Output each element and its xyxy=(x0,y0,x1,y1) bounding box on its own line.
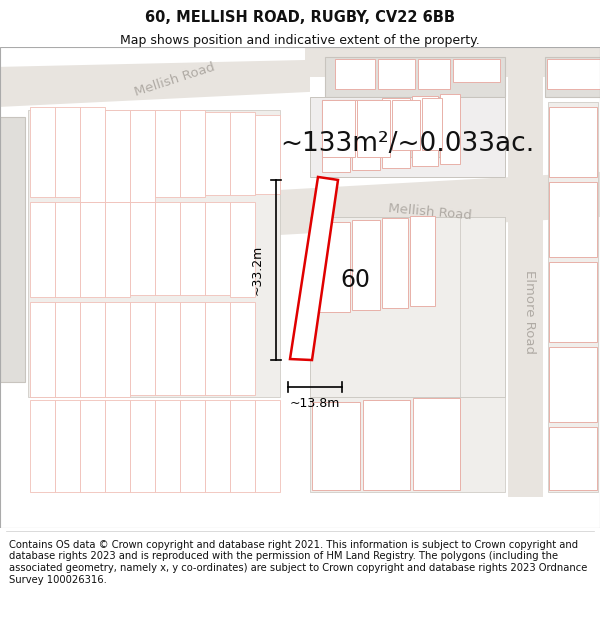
Polygon shape xyxy=(382,98,410,168)
Polygon shape xyxy=(230,112,255,195)
Polygon shape xyxy=(378,59,415,89)
Text: Map shows position and indicative extent of the property.: Map shows position and indicative extent… xyxy=(120,34,480,47)
Text: ~13.8m: ~13.8m xyxy=(290,397,340,410)
Polygon shape xyxy=(363,400,410,490)
Polygon shape xyxy=(549,262,597,342)
Polygon shape xyxy=(155,202,180,295)
Polygon shape xyxy=(392,100,420,150)
Polygon shape xyxy=(130,302,155,395)
Polygon shape xyxy=(155,172,600,242)
Polygon shape xyxy=(0,60,310,107)
Polygon shape xyxy=(30,302,55,397)
Polygon shape xyxy=(55,302,80,397)
Polygon shape xyxy=(105,302,130,397)
Polygon shape xyxy=(310,397,505,492)
Polygon shape xyxy=(255,115,280,194)
Polygon shape xyxy=(55,202,80,297)
Polygon shape xyxy=(460,217,505,397)
Polygon shape xyxy=(418,59,450,89)
Polygon shape xyxy=(548,102,598,492)
Polygon shape xyxy=(180,302,205,395)
Polygon shape xyxy=(155,400,180,492)
Polygon shape xyxy=(352,220,380,310)
Polygon shape xyxy=(205,302,230,395)
Text: ~133m²/~0.033ac.: ~133m²/~0.033ac. xyxy=(280,131,534,157)
Polygon shape xyxy=(230,400,255,492)
Polygon shape xyxy=(80,302,105,397)
Polygon shape xyxy=(205,400,230,492)
Polygon shape xyxy=(55,400,80,492)
Text: Contains OS data © Crown copyright and database right 2021. This information is : Contains OS data © Crown copyright and d… xyxy=(9,540,587,584)
Polygon shape xyxy=(0,117,25,382)
Polygon shape xyxy=(180,400,205,492)
Polygon shape xyxy=(549,347,597,422)
Polygon shape xyxy=(547,59,600,89)
Polygon shape xyxy=(310,47,600,77)
Polygon shape xyxy=(440,94,460,164)
Polygon shape xyxy=(230,202,255,297)
Polygon shape xyxy=(230,302,255,395)
Polygon shape xyxy=(255,400,280,492)
Polygon shape xyxy=(130,400,155,492)
Polygon shape xyxy=(130,110,155,202)
Text: 60: 60 xyxy=(340,268,370,292)
Polygon shape xyxy=(322,100,355,157)
Polygon shape xyxy=(322,100,440,157)
Text: ~33.2m: ~33.2m xyxy=(251,245,264,295)
Polygon shape xyxy=(549,427,597,490)
Polygon shape xyxy=(357,100,390,157)
Text: Elmore Road: Elmore Road xyxy=(523,270,536,354)
Polygon shape xyxy=(382,218,408,308)
Text: 60, MELLISH ROAD, RUGBY, CV22 6BB: 60, MELLISH ROAD, RUGBY, CV22 6BB xyxy=(145,10,455,25)
Polygon shape xyxy=(508,47,543,497)
Polygon shape xyxy=(422,98,442,150)
Polygon shape xyxy=(545,57,600,97)
Polygon shape xyxy=(205,112,230,195)
Polygon shape xyxy=(325,57,505,97)
Polygon shape xyxy=(80,202,105,297)
Polygon shape xyxy=(80,400,105,492)
Polygon shape xyxy=(310,217,505,397)
Polygon shape xyxy=(55,107,80,197)
Polygon shape xyxy=(310,97,505,177)
Polygon shape xyxy=(412,96,438,166)
Polygon shape xyxy=(130,202,155,295)
Polygon shape xyxy=(105,110,130,202)
Polygon shape xyxy=(549,182,597,257)
Polygon shape xyxy=(410,216,435,306)
Text: Mellish Road: Mellish Road xyxy=(388,202,472,222)
Polygon shape xyxy=(413,398,460,490)
Polygon shape xyxy=(30,107,55,197)
Polygon shape xyxy=(335,59,375,89)
Polygon shape xyxy=(105,202,130,297)
Polygon shape xyxy=(549,107,597,177)
Polygon shape xyxy=(155,302,180,395)
Text: Mellish Road: Mellish Road xyxy=(133,61,217,99)
Polygon shape xyxy=(180,202,205,295)
Polygon shape xyxy=(290,177,338,360)
Polygon shape xyxy=(453,59,500,82)
Polygon shape xyxy=(30,400,55,492)
Polygon shape xyxy=(105,400,130,492)
Polygon shape xyxy=(30,202,55,297)
Polygon shape xyxy=(352,100,380,170)
Polygon shape xyxy=(155,110,180,197)
Polygon shape xyxy=(312,222,350,312)
Polygon shape xyxy=(322,102,350,172)
Polygon shape xyxy=(180,110,205,197)
Polygon shape xyxy=(205,202,230,295)
Polygon shape xyxy=(28,110,280,397)
Polygon shape xyxy=(312,402,360,490)
Polygon shape xyxy=(305,47,600,67)
Polygon shape xyxy=(80,107,105,202)
